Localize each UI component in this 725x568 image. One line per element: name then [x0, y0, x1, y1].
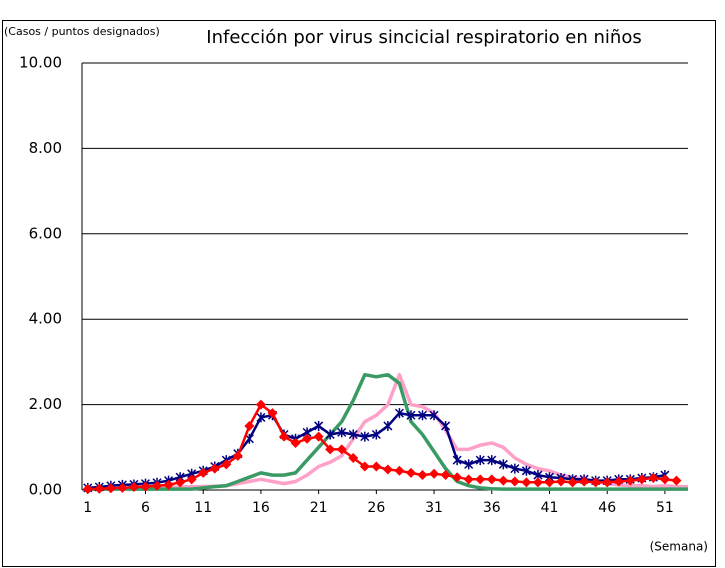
marker [267, 408, 278, 419]
marker [498, 475, 509, 486]
marker [128, 482, 139, 493]
marker [140, 481, 151, 492]
marker [636, 474, 647, 485]
marker [163, 479, 174, 490]
marker [579, 476, 590, 487]
marker [567, 477, 578, 488]
marker [383, 420, 393, 431]
y-axis-label: (Casos / puntos designados) [4, 25, 160, 38]
marker [440, 470, 451, 481]
marker [325, 429, 335, 440]
marker [94, 483, 105, 494]
y-tick-label: 10.00 [19, 54, 62, 72]
x-tick-label: 1 [83, 500, 92, 516]
marker [290, 438, 301, 449]
marker [186, 474, 197, 485]
marker [532, 477, 543, 488]
y-tick-label: 8.00 [29, 139, 62, 157]
marker [313, 431, 324, 442]
marker [510, 463, 520, 474]
x-tick-label: 31 [425, 500, 443, 516]
marker [279, 431, 289, 442]
marker [556, 476, 567, 487]
x-tick-label: 41 [541, 500, 559, 516]
marker [348, 429, 358, 440]
y-tick-label: 6.00 [29, 224, 62, 242]
marker [405, 467, 416, 478]
marker [302, 433, 313, 444]
marker [244, 420, 255, 431]
marker [221, 459, 232, 470]
x-tick-label: 21 [310, 500, 328, 516]
marker [475, 474, 486, 485]
series-line [87, 403, 677, 491]
marker [394, 408, 404, 419]
y-tick-label: 4.00 [29, 310, 62, 328]
marker [463, 474, 474, 485]
marker [371, 461, 382, 472]
x-tick-label: 36 [483, 500, 501, 516]
marker [464, 459, 474, 470]
marker [441, 420, 451, 431]
marker [475, 455, 485, 466]
y-tick-label: 0.00 [29, 481, 62, 499]
x-tick-label: 16 [252, 500, 270, 516]
marker [659, 474, 670, 485]
marker [348, 452, 359, 463]
x-tick-label: 6 [141, 500, 150, 516]
x-tick-label: 26 [367, 500, 385, 516]
marker [359, 461, 370, 472]
marker [232, 450, 243, 461]
marker [360, 431, 370, 442]
marker [521, 465, 531, 476]
marker [336, 444, 347, 455]
marker [625, 475, 636, 486]
marker [314, 420, 324, 431]
marker [371, 429, 381, 440]
marker [486, 474, 497, 485]
y-tick-label: 2.00 [29, 395, 62, 413]
marker [487, 455, 497, 466]
chart-title: Infección por virus sincicial respirator… [206, 27, 641, 48]
x-tick-label: 51 [656, 500, 674, 516]
marker [429, 410, 439, 421]
marker [452, 472, 463, 483]
marker [509, 476, 520, 487]
marker [117, 482, 128, 493]
marker [417, 410, 428, 421]
marker [198, 467, 209, 478]
marker [382, 464, 393, 475]
marker [613, 476, 624, 487]
marker [325, 444, 336, 455]
x-tick-label: 11 [194, 500, 212, 516]
marker [82, 484, 93, 495]
series-line [87, 372, 688, 491]
marker [429, 468, 440, 479]
marker [256, 412, 266, 423]
marker [152, 480, 163, 491]
marker [105, 483, 116, 494]
marker [452, 455, 462, 466]
marker [175, 477, 186, 488]
marker [544, 477, 555, 488]
marker [590, 477, 601, 488]
marker [337, 427, 347, 438]
x-tick-label: 46 [598, 500, 616, 516]
marker [648, 473, 659, 484]
chart-frame [2, 20, 716, 567]
marker [498, 459, 508, 470]
marker [602, 477, 613, 488]
marker [255, 399, 266, 410]
marker [417, 470, 428, 481]
marker [671, 475, 682, 486]
marker [394, 465, 405, 476]
marker [406, 410, 416, 421]
marker [209, 463, 220, 474]
marker [521, 477, 532, 488]
x-axis-label: (Semana) [650, 540, 708, 554]
